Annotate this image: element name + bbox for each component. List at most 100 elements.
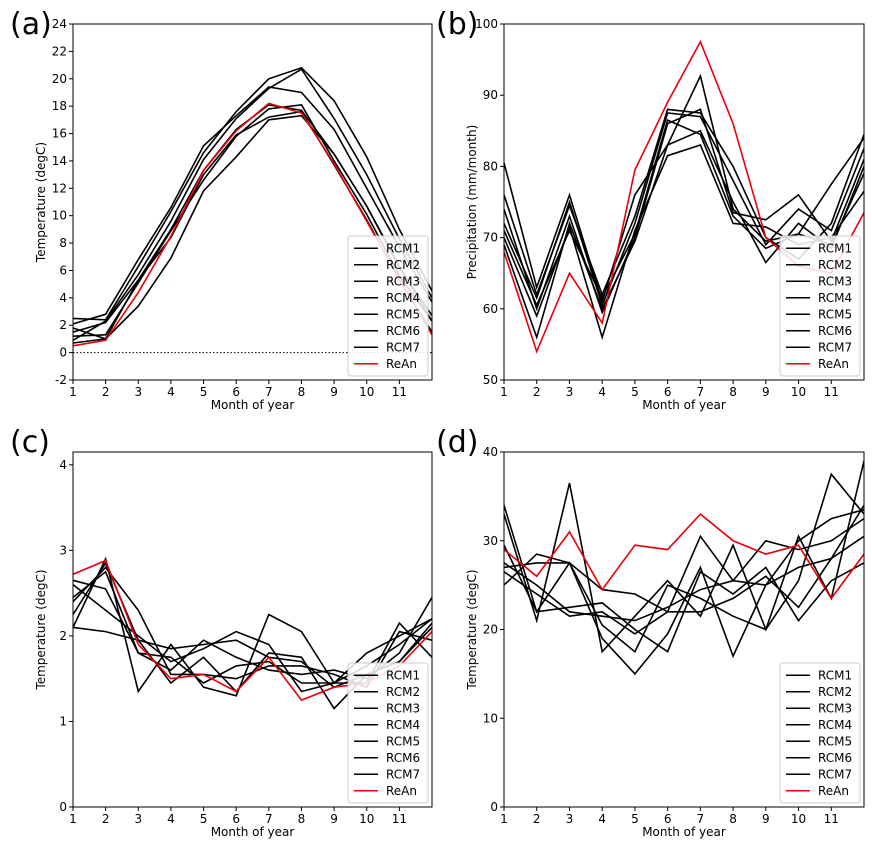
y-tick-label: 10 bbox=[483, 711, 498, 725]
legend-label-rcm4: RCM4 bbox=[386, 718, 420, 732]
legend-label-rcm4: RCM4 bbox=[386, 291, 420, 305]
series-line-rcm6 bbox=[503, 535, 865, 635]
y-tick-label: 22 bbox=[52, 44, 67, 58]
x-tick-label: 4 bbox=[598, 385, 606, 399]
x-tick-label: 6 bbox=[664, 812, 672, 826]
y-tick-label: 18 bbox=[52, 99, 67, 113]
x-axis-label: Month of year bbox=[642, 825, 726, 839]
series-line-rcm1 bbox=[503, 460, 865, 654]
legend: RCM1 RCM2 RCM3 RCM4 RCM5 RCM6 RCM7 ReAn bbox=[347, 662, 429, 804]
legend: RCM1 RCM2 RCM3 RCM4 RCM5 RCM6 RCM7 ReAn bbox=[779, 662, 861, 804]
x-tick-label: 7 bbox=[265, 812, 273, 826]
y-axis-label: Precipitation (mm/month) bbox=[465, 125, 479, 280]
chart-panel-b: 1 2 3 4 5 6 7 8 9 10 11 50 60 70 80 90 100 Month of year P… bbox=[465, 17, 865, 412]
legend-label-rcm1: RCM1 bbox=[386, 668, 420, 682]
x-tick-label: 8 bbox=[729, 812, 737, 826]
x-tick-label: 7 bbox=[697, 385, 705, 399]
panel-label-d: (d) bbox=[436, 425, 478, 460]
y-tick-label: 14 bbox=[52, 154, 67, 168]
x-tick-label: 8 bbox=[298, 385, 306, 399]
y-tick-label: 2 bbox=[59, 629, 67, 643]
x-tick-label: 1 bbox=[500, 812, 508, 826]
legend-label-rcm1: RCM1 bbox=[818, 241, 852, 255]
x-axis-label: Month of year bbox=[642, 398, 726, 412]
y-tick-label: 100 bbox=[475, 17, 498, 31]
legend-label-rcm3: RCM3 bbox=[386, 701, 420, 715]
legend-label-rcm5: RCM5 bbox=[386, 307, 420, 321]
x-tick-label: 3 bbox=[134, 385, 142, 399]
y-tick-label: 8 bbox=[59, 236, 67, 250]
legend: RCM1 RCM2 RCM3 RCM4 RCM5 RCM6 RCM7 ReAn bbox=[779, 235, 861, 377]
y-tick-label: 30 bbox=[483, 534, 498, 548]
x-tick-label: 3 bbox=[566, 385, 574, 399]
x-tick-label: 5 bbox=[631, 385, 639, 399]
y-tick-label: 0 bbox=[490, 800, 498, 814]
x-tick-label: 10 bbox=[791, 385, 806, 399]
x-tick-label: 4 bbox=[167, 385, 175, 399]
y-tick-label: 60 bbox=[483, 302, 498, 316]
panel-label-c: (c) bbox=[10, 425, 50, 460]
legend-label-rcm6: RCM6 bbox=[818, 751, 852, 765]
legend-label-rcm3: RCM3 bbox=[818, 274, 852, 288]
x-tick-label: 5 bbox=[200, 812, 208, 826]
y-tick-label: 6 bbox=[59, 263, 67, 277]
x-tick-label: 6 bbox=[664, 385, 672, 399]
x-tick-label: 8 bbox=[729, 385, 737, 399]
legend: RCM1 RCM2 RCM3 RCM4 RCM5 RCM6 RCM7 ReAn bbox=[347, 235, 429, 377]
series-line-rcm1 bbox=[72, 66, 433, 321]
legend-label-rcm4: RCM4 bbox=[818, 291, 852, 305]
series-line-rcm7 bbox=[503, 544, 865, 653]
y-tick-label: 4 bbox=[59, 291, 67, 305]
legend-label-rcm6: RCM6 bbox=[386, 324, 420, 338]
legend-label-rcm3: RCM3 bbox=[386, 274, 420, 288]
y-tick-label: 24 bbox=[52, 17, 67, 31]
x-axis-label: Month of year bbox=[211, 398, 295, 412]
y-tick-label: -2 bbox=[55, 373, 67, 387]
legend-label-rcm2: RCM2 bbox=[386, 258, 420, 272]
x-tick-label: 1 bbox=[69, 812, 77, 826]
legend-box bbox=[347, 235, 429, 377]
axes-frame bbox=[503, 23, 865, 381]
legend-box bbox=[779, 662, 861, 804]
axes-frame bbox=[72, 451, 433, 808]
x-tick-label: 6 bbox=[232, 385, 240, 399]
legend-label-rcm2: RCM2 bbox=[818, 258, 852, 272]
x-tick-label: 8 bbox=[298, 812, 306, 826]
y-tick-label: 16 bbox=[52, 127, 67, 141]
y-tick-label: 2 bbox=[59, 318, 67, 332]
legend-label-rean: ReAn bbox=[386, 357, 417, 371]
x-tick-label: 3 bbox=[566, 812, 574, 826]
legend-label-rcm5: RCM5 bbox=[386, 734, 420, 748]
x-tick-label: 7 bbox=[697, 812, 705, 826]
y-axis-label: Temperature (degC) bbox=[465, 569, 479, 690]
x-tick-label: 7 bbox=[265, 385, 273, 399]
series-line-rcm3 bbox=[503, 472, 865, 653]
x-axis-label: Month of year bbox=[211, 825, 295, 839]
legend-label-rcm3: RCM3 bbox=[818, 701, 852, 715]
legend-label-rcm7: RCM7 bbox=[818, 340, 852, 354]
chart-panel-d: 1 2 3 4 5 6 7 8 9 10 11 0 10 20 30 40 Month of year Tempe… bbox=[465, 445, 865, 839]
legend-label-rcm7: RCM7 bbox=[386, 767, 420, 781]
y-tick-label: 4 bbox=[59, 458, 67, 472]
y-tick-label: 20 bbox=[483, 623, 498, 637]
chart-panel-a: 1 2 3 4 5 6 7 8 9 10 11-2024681012141618202224Mont… bbox=[34, 17, 433, 412]
y-tick-label: 20 bbox=[52, 72, 67, 86]
x-tick-label: 10 bbox=[791, 812, 806, 826]
y-tick-label: 1 bbox=[59, 714, 67, 728]
legend-label-rcm7: RCM7 bbox=[386, 340, 420, 354]
legend-label-rcm1: RCM1 bbox=[386, 241, 420, 255]
x-tick-label: 5 bbox=[200, 385, 208, 399]
legend-label-rcm2: RCM2 bbox=[386, 685, 420, 699]
x-tick-label: 11 bbox=[824, 385, 839, 399]
y-tick-label: 70 bbox=[483, 231, 498, 245]
series-line-rcm4 bbox=[503, 504, 865, 676]
y-axis-label: Temperature (degC) bbox=[34, 569, 48, 690]
series-line-rcm2 bbox=[503, 517, 865, 613]
series-line-rean bbox=[72, 102, 433, 347]
legend-label-rcm6: RCM6 bbox=[386, 751, 420, 765]
series-line-rcm3 bbox=[503, 112, 865, 308]
legend-label-rcm5: RCM5 bbox=[818, 307, 852, 321]
panel-label-a: (a) bbox=[10, 7, 52, 42]
